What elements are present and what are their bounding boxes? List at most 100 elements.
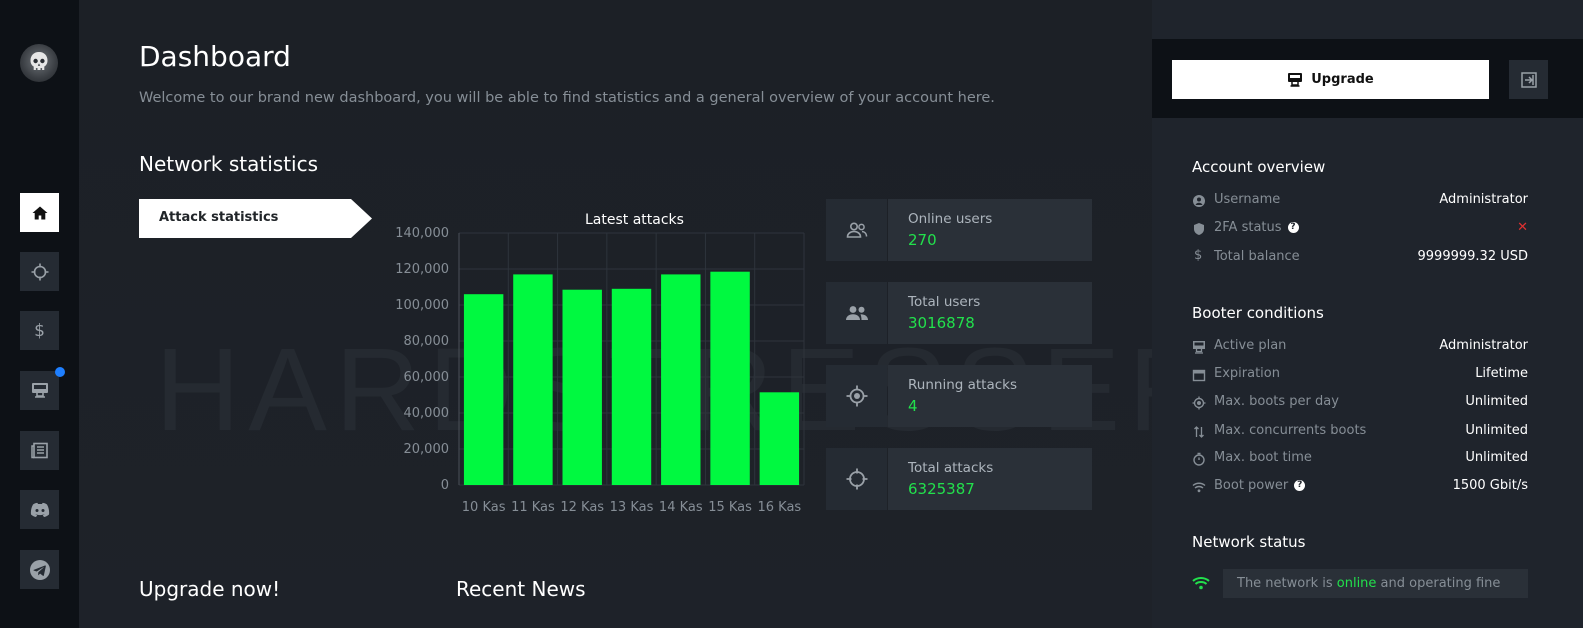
upgrade-button[interactable]: Upgrade (1172, 60, 1489, 99)
network-status-box: The network is online and operating fine (1223, 569, 1528, 598)
row-label: Expiration (1214, 366, 1280, 381)
row-value: Administrator (1439, 338, 1528, 353)
bar (562, 289, 602, 485)
discord-icon (30, 502, 49, 517)
stat-label: Total attacks (908, 460, 994, 476)
y-tick-label: 100,000 (395, 298, 449, 313)
dollar-icon: $ (1194, 248, 1203, 263)
logout-button[interactable] (1509, 60, 1548, 99)
page-title: Dashboard (139, 40, 291, 73)
calendar-icon (1192, 369, 1206, 382)
wifi-icon (1192, 482, 1206, 493)
nav-home[interactable] (20, 193, 59, 232)
account-row-username: Username Administrator (1192, 191, 1528, 211)
stat-running-attacks: Running attacks 4 (888, 365, 1092, 427)
main-content: HARDSTRESSER Dashboard Welcome to our br… (79, 0, 1152, 628)
row-label-text: Boot power (1214, 478, 1289, 493)
row-label: Total balance (1214, 249, 1300, 264)
upgrade-now-title: Upgrade now! (139, 577, 281, 601)
skull-icon (30, 52, 48, 70)
users-icon (846, 222, 867, 238)
attacks-bar-chart: 0 20,000 40,000 60,000 80,000 100,000 120,000 1… (395, 226, 805, 515)
row-value: Unlimited (1465, 423, 1528, 438)
row-label: Active plan (1214, 338, 1287, 353)
arrows-icon (1194, 426, 1204, 438)
x-tick-label: 10 Kas (462, 500, 506, 515)
booter-row-active-plan: Active plan Administrator (1192, 337, 1528, 357)
bar (463, 294, 504, 485)
row-label: Username (1214, 192, 1281, 207)
account-row-2fa: 2FA status? ✕ (1192, 219, 1528, 239)
target-icon (846, 385, 867, 407)
row-label-text: 2FA status (1214, 220, 1282, 235)
nav-attacks[interactable] (20, 252, 59, 291)
top-action-bar: Upgrade (1152, 39, 1583, 118)
right-panel: Upgrade Account overview Username Admini… (1152, 0, 1583, 628)
y-tick-label: 60,000 (404, 370, 450, 385)
stopwatch-icon (1193, 452, 1205, 466)
recent-news-title: Recent News (456, 577, 586, 601)
bar (759, 392, 800, 485)
stat-icon-box (826, 448, 887, 510)
tab-attack-statistics[interactable] (139, 199, 372, 238)
stat-value: 3016878 (908, 314, 975, 332)
y-tick-label: 0 (441, 478, 449, 493)
row-value: Unlimited (1465, 450, 1528, 465)
y-tick-label: 20,000 (404, 442, 450, 457)
help-icon[interactable]: ? (1294, 480, 1306, 491)
bar (661, 274, 701, 485)
x-tick-label: 14 Kas (659, 500, 703, 515)
nav-billing[interactable]: $ (20, 311, 59, 350)
stat-value: 4 (908, 397, 918, 415)
sidebar: $ (0, 0, 79, 628)
user-circle-icon (1193, 195, 1205, 207)
notification-dot (55, 367, 65, 377)
account-row-balance: $ Total balance 9999999.32 USD (1192, 248, 1528, 268)
network-statistics-title: Network statistics (139, 152, 319, 176)
upgrade-button-label: Upgrade (1311, 72, 1374, 87)
y-tick-label: 140,000 (395, 226, 449, 241)
monitor-icon (1288, 73, 1303, 87)
row-value: 9999999.32 USD (1417, 249, 1528, 264)
booter-row-boot-time: Max. boot time Unlimited (1192, 449, 1528, 469)
booter-conditions-title: Booter conditions (1192, 304, 1324, 322)
shield-icon (1194, 223, 1204, 235)
chart-title: Latest attacks (585, 212, 684, 228)
nav-plans[interactable] (20, 371, 59, 410)
tab-attack-statistics-label: Attack statistics (159, 210, 279, 225)
bar (513, 274, 553, 485)
booter-row-expiration: Expiration Lifetime (1192, 365, 1528, 385)
network-status-prefix: The network is (1237, 576, 1337, 591)
logout-icon (1520, 71, 1537, 88)
row-label: Max. boot time (1214, 450, 1312, 465)
booter-row-boots-per-day: Max. boots per day Unlimited (1192, 393, 1528, 413)
stat-label: Online users (908, 211, 993, 227)
x-tick-label: 11 Kas (511, 500, 555, 515)
row-value: 1500 Gbit/s (1452, 478, 1528, 493)
bar (611, 288, 652, 485)
network-status-title: Network status (1192, 533, 1306, 551)
crosshair-icon (846, 468, 867, 490)
group-icon (845, 306, 868, 320)
avatar[interactable] (20, 44, 58, 82)
x-tick-label: 15 Kas (708, 500, 752, 515)
network-status-state: online (1336, 576, 1377, 591)
stat-total-users: Total users 3016878 (888, 282, 1092, 344)
dollar-icon: $ (34, 320, 45, 341)
stat-icon-box (826, 365, 887, 427)
crosshair-icon (31, 263, 48, 280)
help-icon[interactable]: ? (1287, 222, 1299, 233)
home-icon (32, 206, 47, 219)
stat-icon-box (826, 282, 887, 344)
nav-discord[interactable] (20, 490, 59, 529)
network-status-suffix: and operating fine (1376, 576, 1501, 591)
row-label: 2FA status? (1214, 220, 1299, 235)
row-value: Administrator (1439, 192, 1528, 207)
nav-news[interactable] (20, 431, 59, 470)
telegram-icon (29, 559, 50, 580)
row-value: Unlimited (1465, 394, 1528, 409)
nav-telegram[interactable] (20, 550, 59, 589)
monitor-icon (1193, 341, 1205, 354)
y-tick-label: 40,000 (404, 406, 450, 421)
booter-row-boot-power: Boot power? 1500 Gbit/s (1192, 477, 1528, 497)
